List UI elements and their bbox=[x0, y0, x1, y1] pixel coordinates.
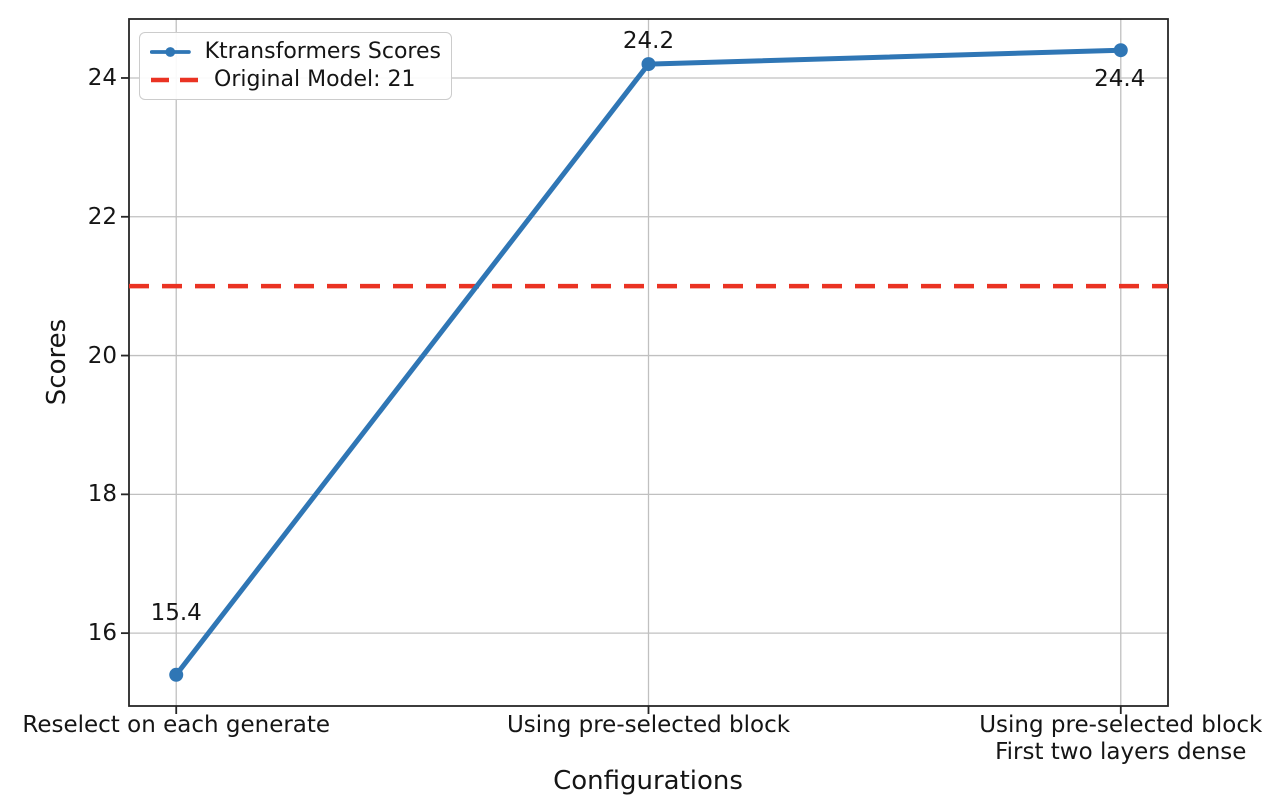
y-tick-label: 24 bbox=[87, 64, 117, 91]
data-point-label: 15.4 bbox=[150, 599, 202, 626]
y-tick-label: 20 bbox=[87, 342, 117, 369]
x-axis-title: Configurations bbox=[553, 766, 743, 796]
y-tick-label: 22 bbox=[87, 203, 117, 230]
data-point-marker bbox=[641, 57, 656, 72]
y-axis-title: Scores bbox=[42, 318, 72, 406]
dashed-line-icon bbox=[151, 77, 199, 83]
data-point-marker bbox=[1113, 43, 1128, 58]
data-point-label: 24.2 bbox=[622, 28, 675, 55]
legend-entry-ktransformers: Ktransformers Scores bbox=[150, 39, 441, 65]
y-tick-label: 18 bbox=[87, 481, 117, 508]
line-with-dot-marker-icon bbox=[150, 47, 191, 57]
legend: Ktransformers Scores Original Model: 21 bbox=[139, 32, 452, 100]
x-tick-label: Using pre-selected block First two layer… bbox=[979, 712, 1263, 765]
x-tick-label: Using pre-selected block bbox=[506, 712, 791, 738]
legend-label-reference: Original Model: 21 bbox=[214, 67, 416, 92]
data-point-marker bbox=[169, 667, 184, 682]
legend-entry-original-model: Original Model: 21 bbox=[150, 67, 441, 93]
x-tick-label: Reselect on each generate bbox=[22, 712, 331, 738]
legend-label-series: Ktransformers Scores bbox=[204, 39, 441, 64]
data-point-label: 24.4 bbox=[1094, 66, 1146, 93]
y-tick-label: 16 bbox=[87, 620, 117, 647]
